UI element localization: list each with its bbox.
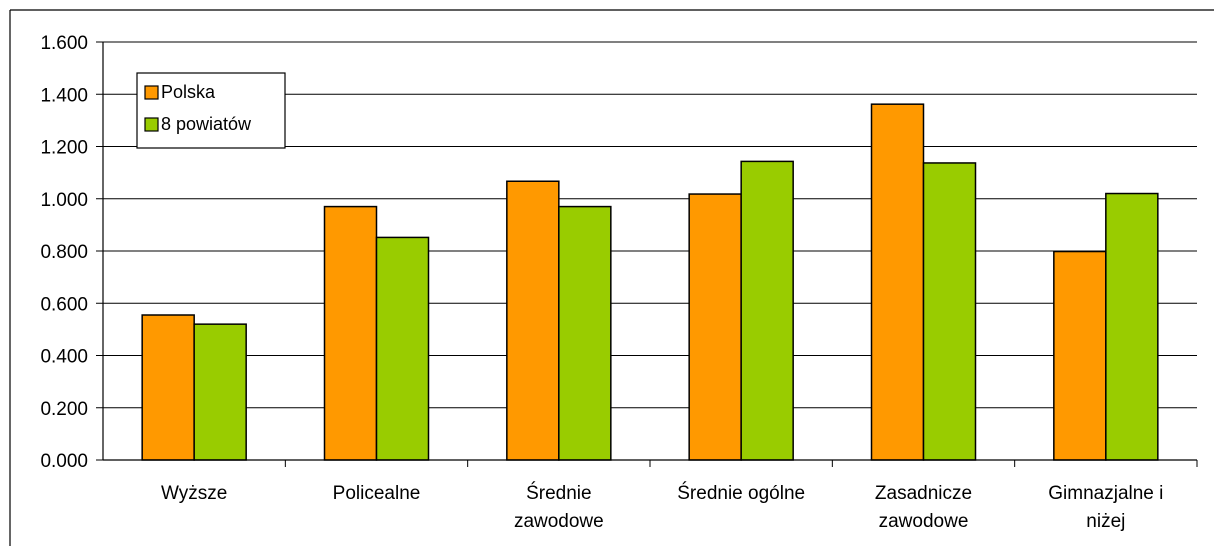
- y-tick-label: 1.400: [40, 85, 88, 106]
- x-tick-label: Średnie: [526, 482, 592, 504]
- x-tick-label: niżej: [1086, 511, 1125, 532]
- bar-polska: [141, 314, 195, 461]
- bars: [141, 103, 1159, 461]
- x-tick-label: zawodowe: [514, 511, 604, 532]
- bar-8-powiatow: [1105, 192, 1159, 461]
- bar-polska: [688, 193, 742, 461]
- y-tick-label: 1.600: [40, 33, 88, 54]
- y-tick-label: 0.600: [40, 294, 88, 315]
- legend: Polska 8 powiatów: [136, 72, 286, 149]
- axes: 0.000 0.200 0.400 0.600 0.800 1.000 1.200 1.400…: [9, 9, 1214, 546]
- x-tick-label: Gimnazjalne i: [1048, 483, 1163, 504]
- legend-label: 8 powiatów: [161, 114, 252, 134]
- x-tick-label: Średnie ogólne: [677, 482, 805, 504]
- bar-8-powiatow: [922, 162, 977, 461]
- y-tick-label: 0.400: [40, 347, 88, 368]
- x-tick-label: Wyższe: [161, 483, 227, 504]
- bar-8-powiatow: [193, 323, 247, 461]
- legend-label: Polska: [161, 82, 216, 102]
- bar-polska: [870, 103, 925, 461]
- legend-box: [136, 72, 286, 149]
- bar-polska: [506, 180, 560, 461]
- x-tick-label: Policealne: [333, 483, 421, 504]
- bar-polska: [323, 205, 378, 461]
- y-tick-label: 0.800: [40, 242, 88, 263]
- bar-polska: [1053, 250, 1107, 461]
- bar-8-powiatow: [375, 236, 430, 461]
- x-tick-label: zawodowe: [879, 511, 969, 532]
- y-tick-label: 1.200: [40, 138, 88, 159]
- y-tick-label: 0.200: [40, 399, 88, 420]
- y-tick-label: 0.000: [40, 451, 88, 472]
- legend-swatch: [144, 117, 159, 132]
- y-tick-label: 1.000: [40, 190, 88, 211]
- bar-8-powiatow: [740, 160, 794, 461]
- legend-swatch: [144, 85, 159, 100]
- bar-8-powiatow: [558, 205, 612, 461]
- x-tick-label: Zasadnicze: [875, 483, 972, 504]
